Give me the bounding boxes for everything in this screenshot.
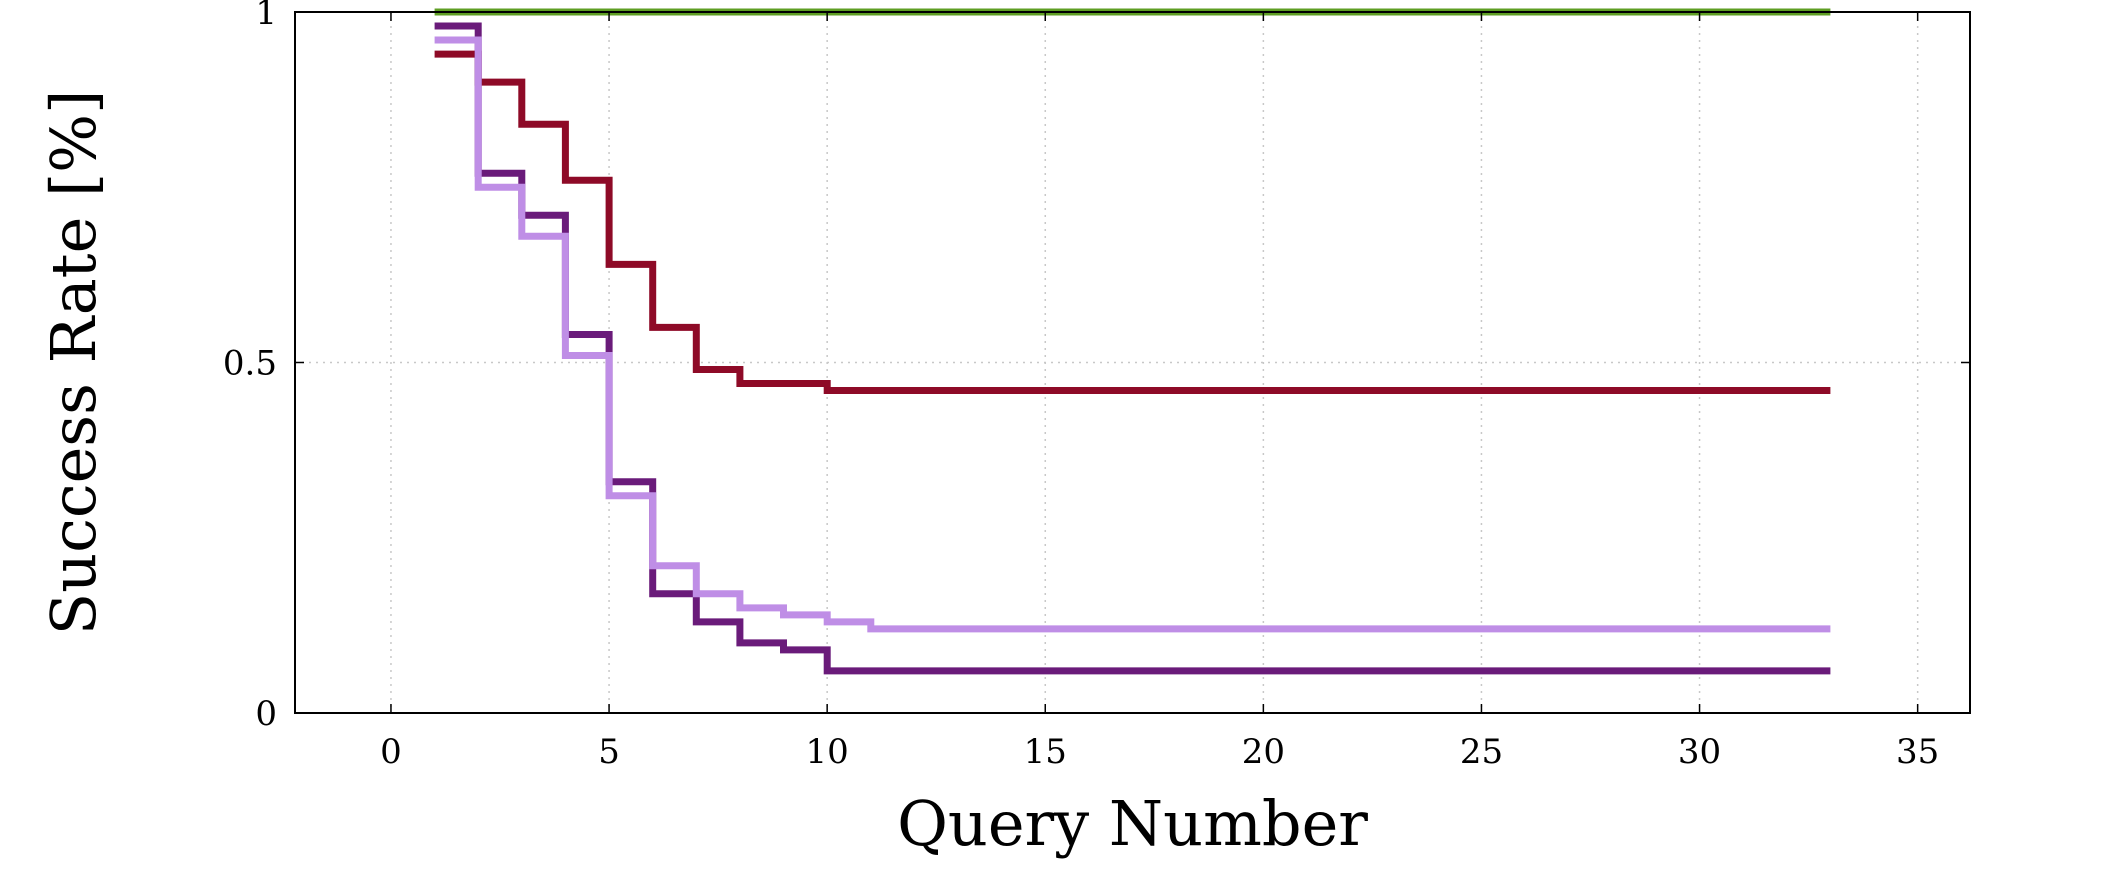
x-tick-label: 25 [1460, 732, 1503, 772]
y-tick-label: 1 [255, 0, 277, 33]
x-tick-label: 20 [1242, 732, 1285, 772]
ticks: 0 5 10 15 20 25 30 35 0 0.5 1 [223, 0, 1970, 772]
y-tick-label: 0 [255, 694, 277, 734]
series-group [434, 8, 1831, 675]
x-tick-label: 30 [1678, 732, 1721, 772]
x-tick-label: 5 [598, 732, 620, 772]
grid [295, 11, 1970, 714]
y-axis-label: Success Rate [%] [37, 90, 110, 636]
x-axis-label: Query Number [897, 787, 1368, 860]
x-tick-label: 35 [1896, 732, 1939, 772]
plot-frame [294, 11, 1971, 714]
x-tick-label: 15 [1024, 732, 1067, 772]
series-line-2 [434, 50, 1831, 394]
x-tick-label: 10 [806, 732, 849, 772]
series-line-3 [434, 22, 1831, 675]
y-tick-label: 0.5 [223, 344, 277, 384]
x-tick-label: 0 [380, 732, 402, 772]
series-line-4 [434, 36, 1831, 633]
